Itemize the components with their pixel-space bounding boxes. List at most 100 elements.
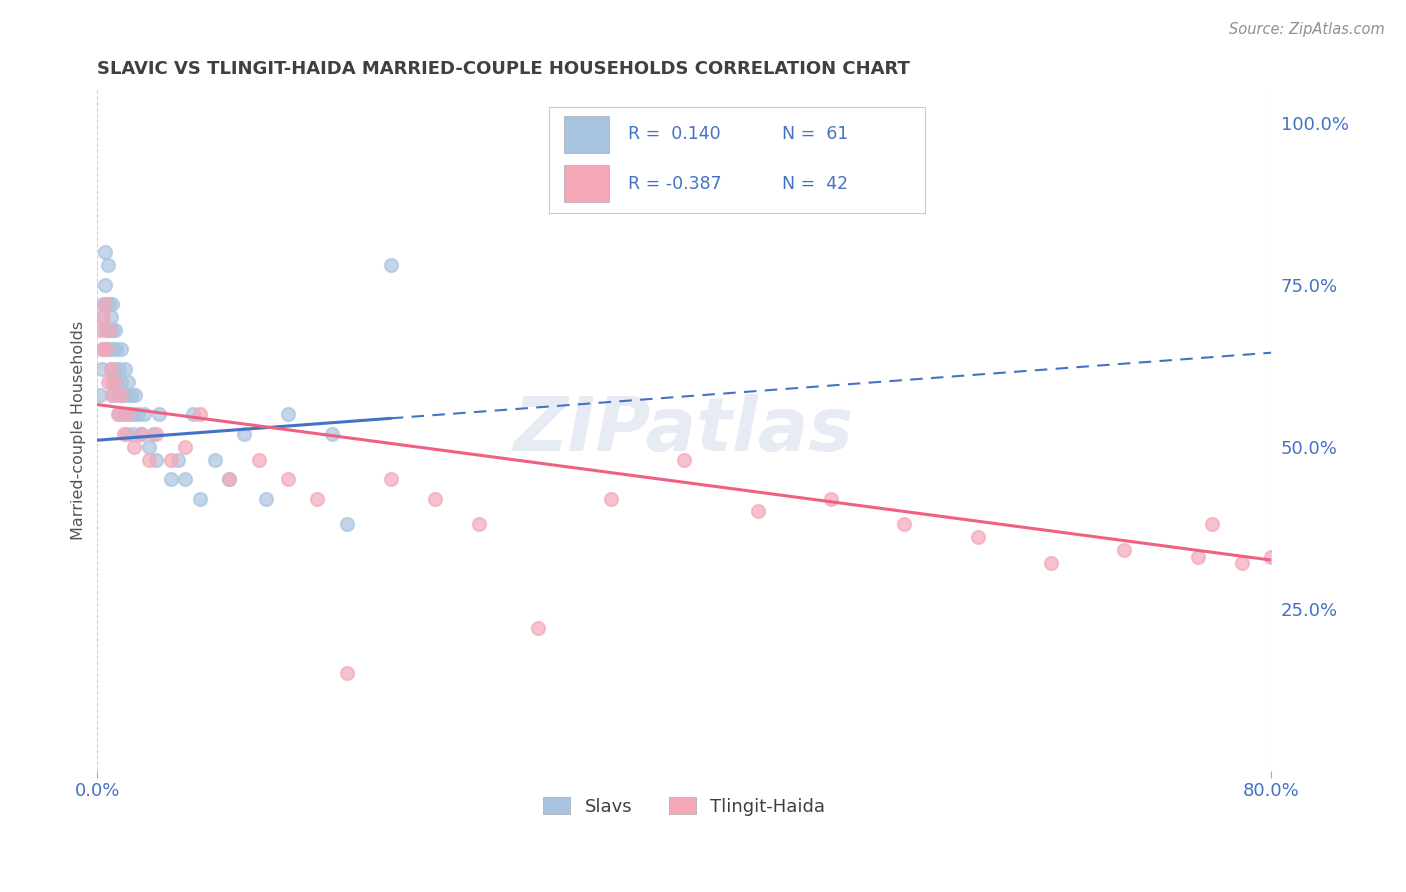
Point (121, 426, 143, 441)
Point (100, 362, 122, 376)
Point (105, 375, 128, 389)
Point (1260, 549, 1282, 564)
Point (93, 245, 115, 260)
Point (110, 388, 132, 402)
Point (122, 407, 145, 421)
Point (122, 440, 145, 454)
Point (101, 375, 124, 389)
Point (107, 388, 129, 402)
Point (89, 323, 111, 337)
Point (101, 323, 124, 337)
Point (747, 504, 769, 518)
Point (111, 388, 134, 402)
Point (599, 491, 621, 506)
Point (89, 388, 111, 402)
Text: ZIPatlas: ZIPatlas (515, 394, 855, 467)
Point (91, 343, 114, 357)
Point (104, 362, 127, 376)
Point (124, 388, 146, 402)
Point (97, 375, 120, 389)
Point (336, 517, 359, 532)
Point (468, 517, 491, 532)
Point (90, 310, 112, 324)
Point (93, 297, 115, 311)
Point (966, 530, 988, 544)
Point (218, 472, 240, 486)
Point (188, 407, 211, 421)
Point (112, 407, 135, 421)
Text: Source: ZipAtlas.com: Source: ZipAtlas.com (1229, 22, 1385, 37)
Point (380, 258, 402, 272)
Point (115, 407, 138, 421)
Point (118, 407, 141, 421)
Point (423, 491, 446, 506)
Point (148, 407, 170, 421)
Point (108, 407, 131, 421)
Point (110, 343, 132, 357)
Point (174, 472, 197, 486)
Point (103, 388, 125, 402)
Point (101, 388, 124, 402)
Point (254, 491, 277, 506)
Point (188, 491, 211, 506)
Point (93, 323, 115, 337)
Point (100, 362, 122, 376)
Point (1187, 549, 1209, 564)
Point (98, 343, 121, 357)
Point (893, 517, 915, 532)
Y-axis label: Married-couple Households: Married-couple Households (72, 321, 86, 540)
Point (1114, 543, 1136, 558)
Point (380, 472, 402, 486)
Point (117, 375, 139, 389)
Point (93, 277, 115, 292)
Legend: Slavs, Tlingit-Haida: Slavs, Tlingit-Haida (536, 790, 832, 823)
Point (91, 310, 114, 324)
Point (115, 426, 138, 441)
Text: SLAVIC VS TLINGIT-HAIDA MARRIED-COUPLE HOUSEHOLDS CORRELATION CHART: SLAVIC VS TLINGIT-HAIDA MARRIED-COUPLE H… (97, 60, 910, 78)
Point (110, 375, 132, 389)
Point (336, 666, 359, 681)
Point (90, 343, 112, 357)
Point (1201, 517, 1223, 532)
Point (127, 407, 149, 421)
Point (104, 375, 127, 389)
Point (167, 452, 190, 467)
Point (96, 343, 118, 357)
Point (277, 472, 299, 486)
Point (181, 407, 204, 421)
Point (96, 297, 118, 311)
Point (174, 440, 197, 454)
Point (108, 362, 131, 376)
Point (138, 452, 160, 467)
Point (159, 452, 181, 467)
Point (103, 343, 125, 357)
Point (120, 388, 142, 402)
Point (142, 426, 165, 441)
Point (233, 426, 256, 441)
Point (91, 297, 114, 311)
Point (247, 452, 270, 467)
Point (107, 407, 129, 421)
Point (145, 452, 167, 467)
Point (204, 452, 226, 467)
Point (159, 472, 181, 486)
Point (673, 452, 696, 467)
Point (131, 426, 153, 441)
Point (321, 426, 343, 441)
Point (114, 362, 136, 376)
Point (98, 323, 121, 337)
Point (112, 426, 135, 441)
Point (97, 258, 120, 272)
Point (277, 407, 299, 421)
Point (138, 440, 160, 454)
Point (98, 297, 121, 311)
Point (526, 621, 548, 635)
Point (96, 343, 118, 357)
Point (218, 472, 240, 486)
Point (307, 491, 329, 506)
Point (105, 343, 128, 357)
Point (145, 426, 167, 441)
Point (1040, 557, 1063, 571)
Point (131, 426, 153, 441)
Point (1230, 557, 1253, 571)
